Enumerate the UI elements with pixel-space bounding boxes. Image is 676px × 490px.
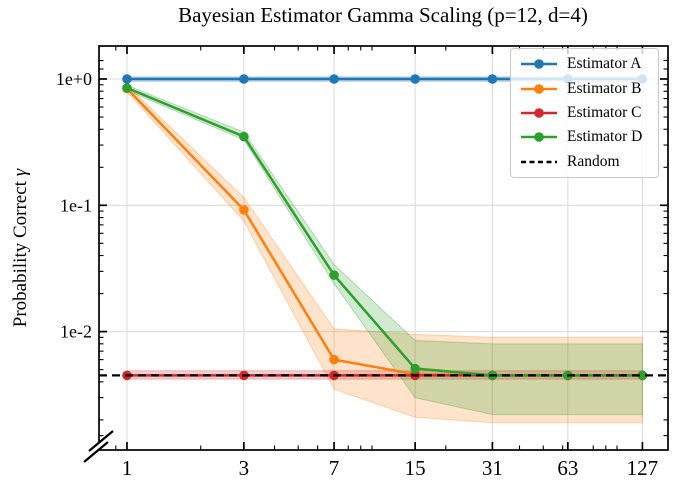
legend-item-estimator-a: Estimator A bbox=[519, 55, 650, 73]
data-point bbox=[329, 270, 339, 280]
legend-label-random: Random bbox=[567, 152, 620, 170]
y-tick-label-1e-1: 1e-1 bbox=[60, 195, 92, 215]
legend-item-estimator-c: Estimator C bbox=[519, 104, 650, 122]
band-estimator-d bbox=[126, 84, 643, 416]
data-point bbox=[487, 74, 498, 84]
y-tick-labels: 1e+0 1e-1 1e-2 bbox=[56, 69, 92, 342]
x-tick-label-127: 127 bbox=[627, 456, 659, 480]
legend-line-sample-random bbox=[521, 160, 557, 164]
data-point bbox=[239, 131, 249, 142]
data-point bbox=[410, 363, 420, 374]
x-tick-label-63: 63 bbox=[557, 456, 578, 480]
x-tick-label-7: 7 bbox=[329, 456, 340, 480]
legend-label-estimator-a: Estimator A bbox=[567, 55, 642, 73]
legend-line-sample-estimator-d bbox=[521, 132, 557, 143]
axis-ticks bbox=[99, 46, 668, 450]
y-axis-label: Probability Correct γ bbox=[10, 169, 32, 327]
band-estimator-b bbox=[126, 84, 643, 424]
data-point bbox=[239, 205, 249, 215]
data-point bbox=[122, 83, 132, 93]
y-tick-label-1e-2: 1e-2 bbox=[60, 322, 92, 342]
y-tick-label-1e+0: 1e+0 bbox=[56, 69, 92, 89]
chart-title: Bayesian Estimator Gamma Scaling (p=12, … bbox=[178, 3, 588, 27]
legend-label-estimator-c: Estimator C bbox=[567, 103, 642, 121]
legend-item-estimator-d: Estimator D bbox=[519, 128, 650, 146]
x-tick-label-1: 1 bbox=[122, 456, 133, 480]
legend-line-sample-estimator-b bbox=[521, 83, 557, 94]
legend-item-estimator-b: Estimator B bbox=[519, 80, 650, 98]
data-point bbox=[239, 74, 249, 84]
data-point bbox=[122, 74, 132, 84]
x-tick-label-31: 31 bbox=[482, 456, 503, 480]
legend: Estimator A Estimator B Estimator C Esti… bbox=[510, 48, 659, 178]
data-point bbox=[410, 74, 420, 84]
axis-break-marker bbox=[83, 430, 114, 463]
legend-label-estimator-d: Estimator D bbox=[567, 128, 643, 146]
x-tick-label-3: 3 bbox=[239, 456, 250, 480]
x-tick-labels: 1 3 7 15 31 63 127 bbox=[122, 456, 658, 480]
y-axis-label-text: Probability Correct bbox=[10, 176, 31, 328]
axes-frame bbox=[98, 45, 669, 451]
legend-line-sample-estimator-c bbox=[521, 108, 557, 118]
gamma-symbol: γ bbox=[10, 168, 31, 177]
data-point bbox=[329, 354, 339, 365]
data-point bbox=[637, 370, 648, 381]
legend-line-sample-estimator-a bbox=[521, 59, 557, 69]
x-tick-label-15: 15 bbox=[405, 456, 426, 480]
legend-item-random: Random bbox=[519, 153, 650, 171]
data-point bbox=[329, 74, 339, 84]
legend-label-estimator-b: Estimator B bbox=[567, 79, 642, 97]
